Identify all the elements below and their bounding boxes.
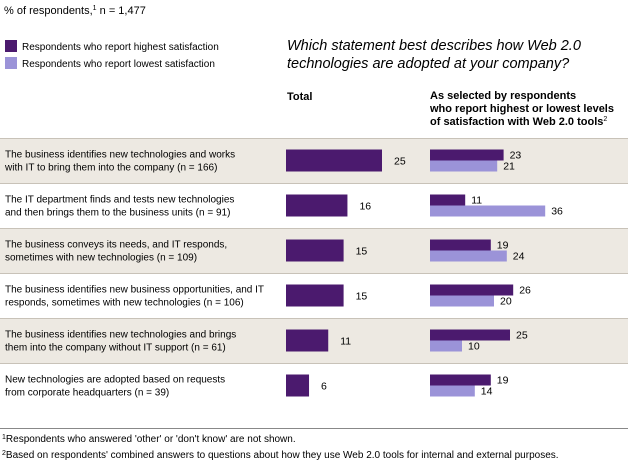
category-label-2-line-1: The IT department finds and tests new te…: [5, 195, 234, 206]
value-label-highest-6: 19: [497, 375, 509, 387]
question-line-2: technologies are adopted at your company…: [287, 56, 570, 72]
value-label-total-3: 15: [356, 246, 368, 258]
category-label-5-line-2: them into the company without IT support…: [5, 343, 226, 354]
bar-highest-2: [430, 194, 466, 206]
value-label-total-5: 11: [340, 336, 351, 348]
legend-swatch-lowest: [5, 57, 17, 69]
value-label-total-4: 15: [356, 291, 368, 303]
column-header-total: Total: [287, 91, 312, 103]
bar-lowest-5: [430, 340, 462, 352]
category-label-4-line-1: The business identifies new business opp…: [5, 285, 264, 296]
value-label-lowest-5: 10: [468, 341, 480, 353]
column-header-selected-1: As selected by respondents: [430, 90, 576, 102]
column-header-selected-2: who report highest or lowest levels: [429, 103, 614, 115]
value-label-highest-4: 26: [519, 285, 531, 297]
value-label-highest-2: 11: [471, 195, 482, 207]
bar-highest-1: [430, 149, 504, 161]
category-label-1-line-1: The business identifies new technologies…: [5, 150, 235, 161]
value-label-lowest-1: 21: [503, 161, 515, 173]
category-label-6-line-1: New technologies are adopted based on re…: [5, 375, 225, 386]
value-label-lowest-3: 24: [513, 251, 525, 263]
value-label-total-2: 16: [359, 201, 371, 213]
bar-lowest-2: [430, 205, 546, 217]
unit-note: % of respondents,1 n = 1,477: [4, 5, 146, 17]
bar-highest-6: [430, 374, 491, 386]
value-label-lowest-6: 14: [481, 386, 493, 398]
bar-highest-5: [430, 329, 510, 341]
bar-lowest-1: [430, 160, 498, 172]
bar-lowest-4: [430, 295, 494, 307]
value-label-highest-1: 23: [510, 150, 522, 162]
bar-lowest-6: [430, 385, 475, 397]
bar-highest-3: [430, 239, 491, 251]
value-label-lowest-4: 20: [500, 296, 512, 308]
bar-lowest-3: [430, 250, 507, 262]
category-label-1-line-2: with IT to bring them into the company (…: [4, 163, 217, 174]
category-label-2-line-2: and then brings them to the business uni…: [5, 208, 230, 219]
bar-total-6: [286, 374, 310, 397]
legend-label-lowest: Respondents who report lowest satisfacti…: [22, 59, 215, 70]
value-label-highest-5: 25: [516, 330, 528, 342]
value-label-total-6: 6: [321, 381, 327, 393]
bar-total-2: [286, 194, 348, 217]
question-line-1: Which statement best describes how Web 2…: [287, 38, 581, 54]
value-label-highest-3: 19: [497, 240, 509, 252]
category-label-3-line-1: The business conveys its needs, and IT r…: [5, 240, 227, 251]
legend-label-highest: Respondents who report highest satisfact…: [22, 42, 219, 53]
category-label-3-line-2: sometimes with new technologies (n = 109…: [5, 253, 197, 264]
bar-total-1: [286, 149, 382, 172]
category-label-6-line-2: from corporate headquarters (n = 39): [5, 388, 169, 399]
column-header-selected-3: of satisfaction with Web 2.0 tools2: [430, 116, 607, 128]
bar-highest-4: [430, 284, 514, 296]
bar-total-5: [286, 329, 329, 352]
value-label-lowest-2: 36: [551, 206, 563, 218]
category-label-5-line-1: The business identifies new technologies…: [5, 330, 236, 341]
bar-total-4: [286, 284, 344, 307]
footnote-1: 1Respondents who answered 'other' or 'do…: [2, 434, 296, 445]
category-label-4-line-2: responds, sometimes with new technologie…: [5, 298, 244, 309]
bar-total-3: [286, 239, 344, 262]
value-label-total-1: 25: [394, 156, 406, 168]
legend-swatch-highest: [5, 40, 17, 52]
footnote-2: 2Based on respondents' combined answers …: [2, 450, 559, 461]
